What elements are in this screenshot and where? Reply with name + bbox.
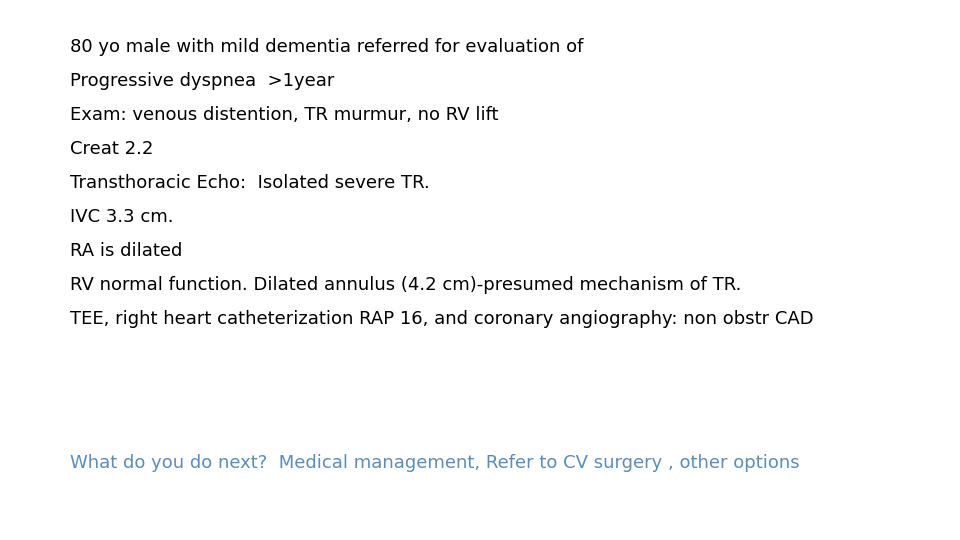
Text: Progressive dyspnea  >1year: Progressive dyspnea >1year (70, 72, 334, 90)
Text: RA is dilated: RA is dilated (70, 242, 182, 260)
Text: RV normal function. Dilated annulus (4.2 cm)-presumed mechanism of TR.: RV normal function. Dilated annulus (4.2… (70, 276, 741, 294)
Text: TEE, right heart catheterization RAP 16, and coronary angiography: non obstr CAD: TEE, right heart catheterization RAP 16,… (70, 310, 814, 328)
Text: Transthoracic Echo:  Isolated severe TR.: Transthoracic Echo: Isolated severe TR. (70, 174, 430, 192)
Text: IVC 3.3 cm.: IVC 3.3 cm. (70, 208, 174, 226)
Text: Exam: venous distention, TR murmur, no RV lift: Exam: venous distention, TR murmur, no R… (70, 106, 498, 124)
Text: Creat 2.2: Creat 2.2 (70, 140, 154, 158)
Text: What do you do next?  Medical management, Refer to CV surgery , other options: What do you do next? Medical management,… (70, 454, 800, 472)
Text: 80 yo male with mild dementia referred for evaluation of: 80 yo male with mild dementia referred f… (70, 38, 584, 56)
